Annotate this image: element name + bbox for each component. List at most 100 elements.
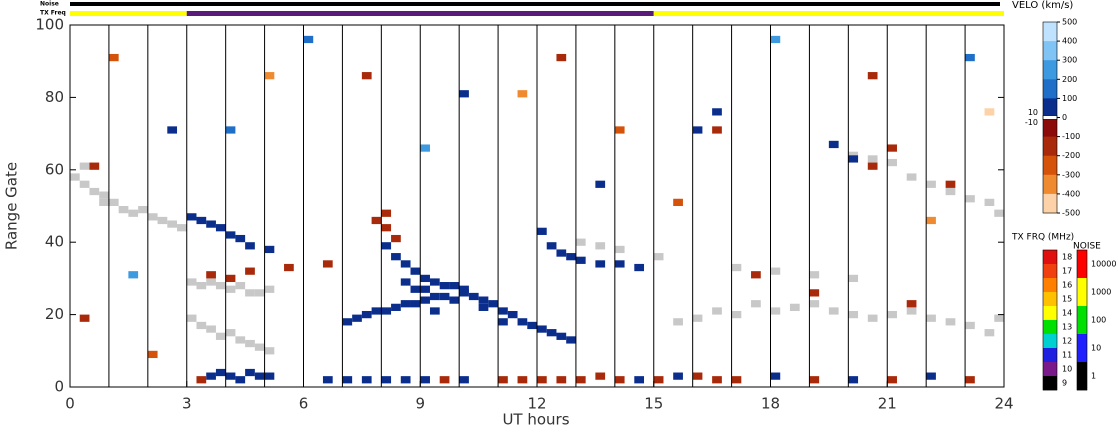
velocity-cell xyxy=(225,274,236,283)
velocity-cell xyxy=(322,376,333,384)
ground-scatter-cell xyxy=(731,310,742,319)
ground-scatter-cell xyxy=(751,300,761,308)
tx-freq-band xyxy=(1043,376,1057,391)
y-tick-label: 60 xyxy=(45,160,64,178)
x-tick-label: 0 xyxy=(65,395,75,413)
ground-scatter-cell xyxy=(245,289,255,297)
tx-freq-label: 13 xyxy=(1062,323,1072,332)
velocity-cell xyxy=(867,72,878,80)
tx-freq-label: 16 xyxy=(1062,281,1072,290)
velocity-cell xyxy=(517,318,528,326)
y-tick-label: 100 xyxy=(35,16,64,34)
ground-scatter-cell xyxy=(99,198,109,206)
ground-scatter-cell xyxy=(965,321,975,330)
noise-label: NOISE xyxy=(1073,242,1101,252)
ground-scatter-cell xyxy=(673,318,683,326)
x-tick-label: 18 xyxy=(761,395,780,413)
velocity-cell xyxy=(371,307,382,315)
ground-scatter-cell xyxy=(731,263,742,272)
ground-scatter-cell xyxy=(770,267,781,275)
velocity-cell xyxy=(546,242,557,250)
velocity-cell xyxy=(381,376,392,384)
ground-scatter-cell xyxy=(118,206,129,214)
tx-freq-band xyxy=(1043,334,1057,349)
ground-scatter-cell xyxy=(887,158,897,167)
velocity-cell xyxy=(391,303,401,311)
velocity-cell xyxy=(556,53,567,62)
velocity-cell xyxy=(692,372,703,380)
noise-bar xyxy=(70,2,1000,6)
velocity-cell xyxy=(731,376,742,384)
ground-scatter-cell xyxy=(984,198,995,206)
velocity-cell xyxy=(634,376,645,384)
ground-scatter-cell xyxy=(235,282,246,290)
x-tick-label: 12 xyxy=(527,395,546,413)
velocity-cell xyxy=(342,376,353,384)
ground-scatter-cell xyxy=(70,173,80,181)
velocity-cell xyxy=(575,256,586,264)
x-axis-label: UT hours xyxy=(502,411,569,429)
velocity-cell xyxy=(303,35,314,44)
velocity-cell xyxy=(420,296,430,304)
noise-band xyxy=(1077,334,1087,363)
velocity-cell xyxy=(770,372,781,380)
velocity-cell xyxy=(449,282,460,290)
tx-freq-label: 18 xyxy=(1062,253,1072,262)
ground-scatter-cell xyxy=(215,282,226,290)
tx-freq-label: 9 xyxy=(1062,379,1067,388)
velocity-cell xyxy=(449,296,460,304)
velocity-cell xyxy=(420,285,430,293)
velocity-cell xyxy=(420,376,430,384)
ground-scatter-cell xyxy=(945,187,956,196)
velocity-cell xyxy=(420,144,430,152)
velocity-colorbar-band xyxy=(1043,136,1057,157)
noise-label-tick: 10 xyxy=(1091,344,1101,353)
velocity-cell xyxy=(906,300,917,308)
velocity-cell xyxy=(381,224,392,232)
ground-scatter-cell xyxy=(186,314,197,322)
tx-freq-band xyxy=(1043,320,1057,335)
velocity-cell xyxy=(595,372,606,380)
velocity-cell xyxy=(235,234,246,243)
velocity-cell xyxy=(459,90,469,98)
velocity-cell xyxy=(400,300,411,308)
velocity-cell xyxy=(887,376,897,384)
tx-freq-label: 14 xyxy=(1062,309,1072,318)
velocity-cell xyxy=(459,285,469,293)
velocity-cell xyxy=(673,372,683,380)
ground-scatter-cell xyxy=(828,307,839,315)
tx-freq-band xyxy=(1043,306,1057,321)
velocity-cell xyxy=(361,376,372,384)
velocity-cell xyxy=(459,376,469,384)
velocity-cell xyxy=(945,180,956,188)
velocity-cell xyxy=(284,263,294,272)
ground-scatter-cell xyxy=(926,314,936,322)
velocity-colorbar-label: 100 xyxy=(1062,94,1077,103)
ground-scatter-cell xyxy=(264,347,275,355)
velocity-cell xyxy=(537,376,547,384)
velocity-cell xyxy=(196,376,207,384)
velocity-cell xyxy=(556,332,567,340)
velocity-cell xyxy=(965,53,975,62)
velocity-cell xyxy=(537,227,547,235)
freq-bar-segment xyxy=(186,11,654,16)
velocity-colorbar-label: 0 xyxy=(1062,113,1067,122)
ground-scatter-cell xyxy=(177,224,187,232)
velocity-cell xyxy=(225,126,236,134)
noise-label-tick: 1 xyxy=(1091,372,1096,381)
tx-freq-band xyxy=(1043,250,1057,265)
velocity-cell xyxy=(167,126,178,134)
ground-scatter-cell xyxy=(692,314,703,322)
tx-freq-frame xyxy=(1042,249,1058,391)
ground-scatter-cell xyxy=(770,307,781,315)
velocity-cell xyxy=(391,234,401,243)
ground-scatter-cell xyxy=(264,285,275,293)
velocity-cell xyxy=(575,376,586,384)
ground-scatter-cell xyxy=(245,339,255,348)
velocity-cell xyxy=(352,314,362,322)
velocity-cell xyxy=(498,376,508,384)
velocity-cell xyxy=(478,296,489,304)
ground-scatter-cell xyxy=(712,307,722,315)
velocity-colorbar-label: 200 xyxy=(1062,75,1077,84)
velocity-cell xyxy=(391,253,401,261)
